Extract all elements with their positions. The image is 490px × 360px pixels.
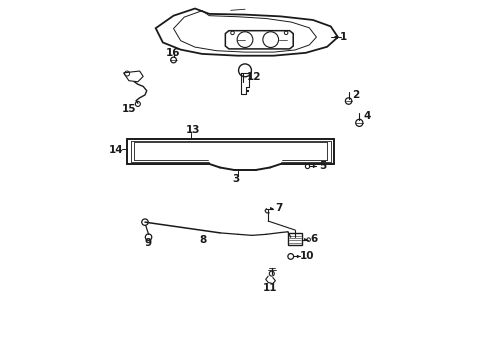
Text: 14: 14 [108,145,123,155]
Text: 8: 8 [199,235,206,245]
Text: 12: 12 [246,72,261,82]
Text: 10: 10 [300,251,315,261]
Text: 1: 1 [340,32,347,42]
Text: 11: 11 [263,283,277,293]
Text: 16: 16 [166,48,181,58]
Text: 15: 15 [122,104,136,113]
Text: 2: 2 [352,90,359,100]
Text: 5: 5 [319,161,326,171]
Text: 7: 7 [275,203,283,213]
Text: 4: 4 [364,111,371,121]
Text: 13: 13 [186,125,200,135]
Text: 6: 6 [310,234,317,244]
Text: 3: 3 [232,174,240,184]
Text: 9: 9 [144,238,151,248]
